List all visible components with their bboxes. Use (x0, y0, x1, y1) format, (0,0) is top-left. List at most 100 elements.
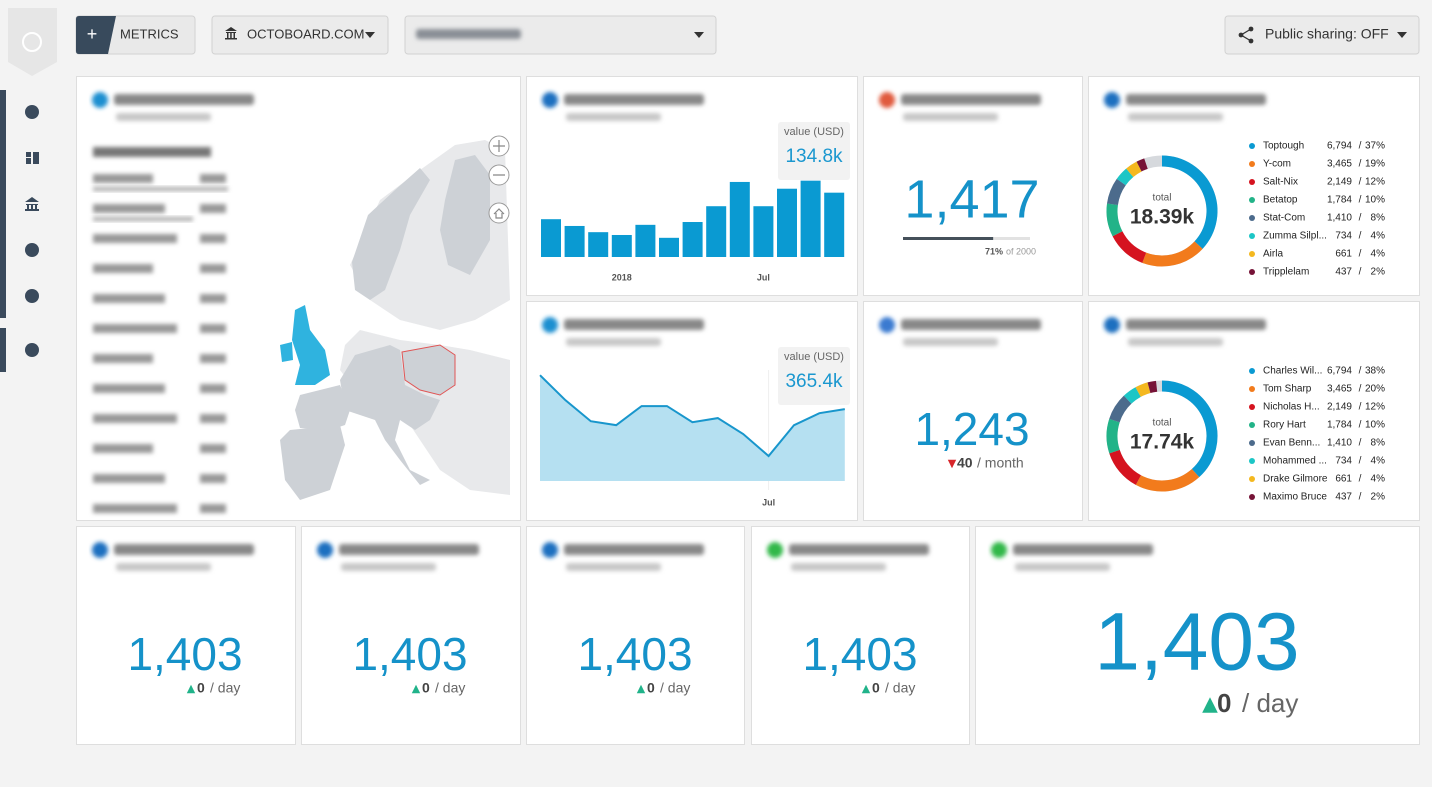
legend-name: Betatop (1263, 195, 1298, 206)
sidebar-icon[interactable] (25, 289, 39, 303)
legend-value: 661 (1335, 474, 1352, 485)
caret (694, 32, 704, 38)
legend-share: 10% (1365, 420, 1385, 431)
donut-segment (1161, 155, 1218, 249)
delta-unit: / day (885, 680, 915, 696)
legend-dot (1249, 143, 1255, 149)
icon-part (25, 105, 39, 119)
legend-separator: / (1359, 456, 1362, 467)
legend-separator: / (1359, 159, 1362, 170)
caret (365, 32, 375, 38)
donut-total: 17.74k (1130, 431, 1195, 454)
blurred-title (789, 544, 929, 555)
blurred-list-row (93, 264, 153, 273)
tooltip-value: 365.4k (785, 371, 843, 392)
sidebar-icon[interactable] (25, 243, 39, 257)
widget-icon (542, 542, 558, 558)
legend-value: 734 (1335, 231, 1352, 242)
organization-select[interactable] (211, 15, 389, 55)
blurred-title (339, 544, 479, 555)
legend-name: Tripplelam (1263, 267, 1309, 278)
legend-share: 2% (1371, 267, 1386, 278)
bar (753, 206, 774, 257)
map-iberia (280, 425, 345, 500)
tooltip (778, 122, 850, 180)
legend-separator: / (1359, 474, 1362, 485)
donut-segment (1106, 418, 1120, 454)
donut-center-label: total (1153, 418, 1172, 429)
legend-value: 3,465 (1327, 384, 1352, 395)
blurred-list-row (93, 354, 153, 363)
legend-share: 10% (1365, 195, 1385, 206)
legend-name: Salt-Nix (1263, 177, 1298, 188)
delta-value: 0 (1217, 688, 1231, 718)
donut-total: 18.39k (1130, 206, 1195, 229)
legend-separator: / (1359, 231, 1362, 242)
donut-segment (1109, 395, 1132, 423)
legend-name: Rory Hart (1263, 420, 1306, 431)
map-ireland (280, 342, 293, 362)
zoom-button[interactable] (488, 202, 510, 224)
legend-name: Nicholas H... (1263, 402, 1320, 413)
delta-unit: / day (210, 680, 240, 696)
delta-unit: / day (1242, 688, 1298, 718)
blurred-list-row (93, 324, 177, 333)
kpi-value: 1,243 (914, 403, 1029, 455)
bank-icon (225, 27, 237, 40)
line (539, 374, 845, 458)
delta-arrow (186, 684, 196, 694)
donut-segment (1161, 380, 1218, 478)
bar (824, 192, 845, 257)
delta-arrow (947, 459, 957, 469)
widget-icon (542, 317, 558, 333)
donut-center-label: total (1153, 193, 1172, 204)
blurred-subtitle (566, 563, 661, 571)
sidebar-icon[interactable] (25, 105, 39, 119)
blurred-title (564, 544, 704, 555)
blurred-subtitle (903, 113, 998, 121)
blurred-title (564, 319, 704, 330)
delta-arrow (636, 684, 646, 694)
blurred-title (114, 544, 254, 555)
widget-card (301, 526, 521, 745)
delta-arrow (411, 684, 421, 694)
sidebar-accent (0, 90, 6, 318)
sidebar-icon[interactable] (26, 152, 39, 164)
bar (729, 181, 750, 257)
legend-share: 2% (1371, 492, 1386, 503)
blurred-subtitle (566, 338, 661, 346)
legend-share: 4% (1371, 249, 1386, 260)
delta-value: 0 (197, 680, 205, 696)
blurred-list-value (200, 414, 226, 423)
add-button[interactable] (76, 16, 116, 54)
map-poland (401, 344, 456, 396)
kpi-value: 1,403 (802, 628, 917, 680)
blurred-text (416, 29, 521, 39)
add-label: + (87, 24, 98, 44)
legend-share: 20% (1365, 384, 1385, 395)
widget-icon (542, 92, 558, 108)
icon-part (25, 343, 39, 357)
dashboard-select[interactable] (404, 15, 717, 55)
blurred-list-value (200, 264, 226, 273)
sharing-button[interactable] (1224, 15, 1420, 55)
x-tick-label: Jul (762, 497, 775, 507)
sidebar-icon[interactable] (25, 197, 39, 211)
blurred-list-value (200, 354, 226, 363)
legend-name: Airla (1263, 249, 1283, 260)
delta-value: 0 (872, 680, 880, 696)
delta-value: 0 (422, 680, 430, 696)
legend-name: Mohammed ... (1263, 456, 1327, 467)
bar (659, 237, 679, 257)
donut-segment (1116, 168, 1134, 186)
organization-label: OCTOBOARD.COM (247, 26, 365, 41)
sidebar-icon[interactable] (25, 343, 39, 357)
widget-icon (767, 542, 783, 558)
legend-dot (1249, 404, 1255, 410)
blurred-list-value (200, 174, 226, 183)
legend-dot (1249, 368, 1255, 374)
legend-dot (1249, 215, 1255, 221)
bar (635, 224, 656, 257)
legend-name: Charles Wil... (1263, 366, 1322, 377)
